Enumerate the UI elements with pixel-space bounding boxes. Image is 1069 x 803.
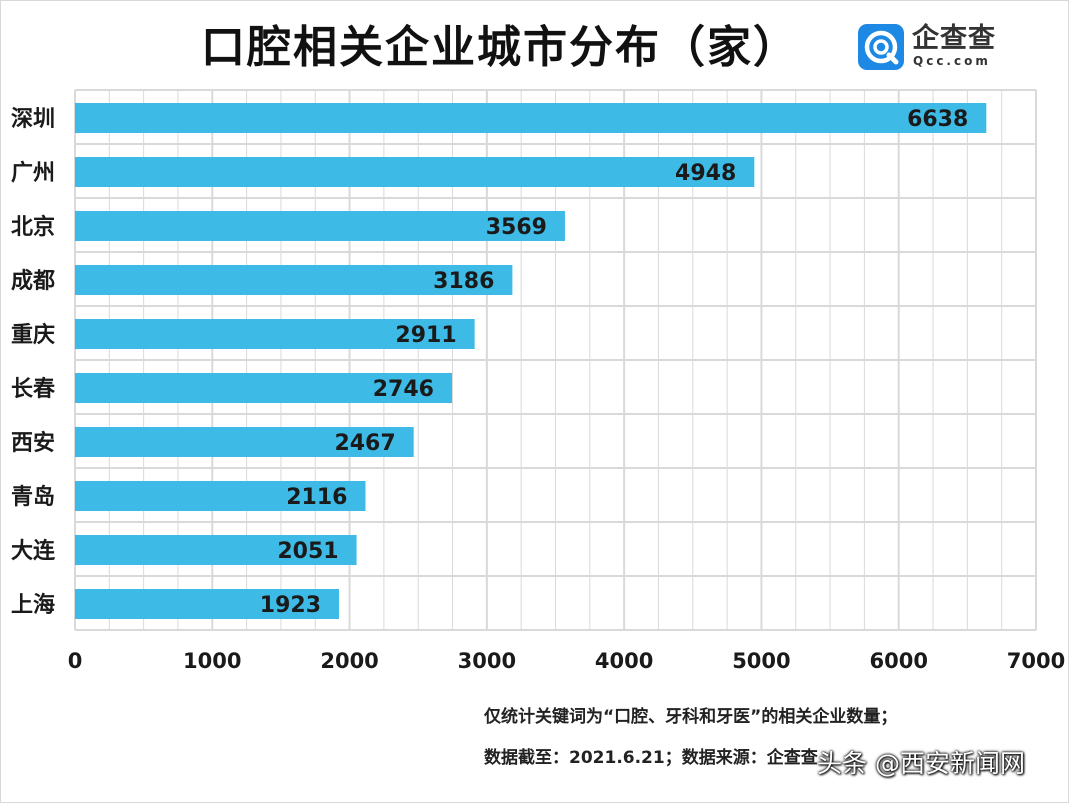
bar-深圳 (75, 103, 987, 133)
bar-上海 (75, 589, 340, 619)
category-label: 北京 (11, 214, 55, 240)
category-label: 青岛 (11, 484, 55, 510)
value-label: 6638 (907, 107, 968, 132)
value-label: 2911 (395, 323, 456, 348)
value-label: 3569 (486, 215, 547, 240)
category-label: 广州 (11, 160, 55, 186)
value-label: 2746 (373, 377, 434, 402)
category-label: 深圳 (11, 107, 55, 132)
bar-西安 (75, 427, 414, 457)
category-label: 上海 (11, 592, 55, 618)
x-tick-label: 4000 (595, 649, 653, 673)
bar-青岛 (75, 481, 366, 511)
x-tick-label: 3000 (458, 649, 516, 673)
footnote-scope: 仅统计关键词为“口腔、牙科和牙医”的相关企业数量； (484, 707, 898, 727)
bar-重庆 (75, 319, 475, 349)
x-tick-label: 0 (68, 649, 83, 673)
x-tick-label: 5000 (732, 649, 790, 673)
value-label: 2051 (277, 539, 338, 564)
bar-广州 (75, 157, 755, 187)
category-label: 大连 (11, 538, 56, 564)
bar-北京 (75, 211, 565, 241)
value-label: 3186 (433, 269, 494, 294)
category-label: 成都 (11, 269, 55, 294)
x-tick-label: 7000 (1007, 649, 1065, 673)
category-label: 重庆 (11, 322, 55, 348)
x-tick-label: 2000 (320, 649, 378, 673)
value-label: 1923 (260, 593, 321, 618)
x-axis-ticks: 0 1000 2000 3000 4000 5000 6000 7000 (68, 649, 1066, 673)
brand-name: 企查查 (912, 23, 996, 54)
bar-长春 (75, 373, 452, 403)
bar-成都 (75, 265, 513, 295)
chart-title: 口腔相关企业城市分布（家） (201, 22, 799, 73)
x-tick-label: 1000 (183, 649, 241, 673)
bar-大连 (75, 535, 357, 565)
x-tick-label: 6000 (869, 649, 927, 673)
qcc-logo-icon (858, 24, 904, 70)
brand-domain: Qcc.com (913, 54, 991, 68)
category-label: 长春 (11, 377, 55, 402)
footnote-source: 数据截至：2021.6.21；数据来源：企查查 (484, 748, 818, 768)
bars: 6638 4948 3569 3186 2911 2746 2467 2116 2051 1923 (75, 103, 987, 619)
brand-logo: 企查查 Qcc.com (858, 24, 1018, 74)
value-label: 4948 (675, 161, 736, 186)
value-label: 2467 (334, 431, 395, 456)
watermark: 头条 @西安新闻网 (817, 749, 1025, 778)
value-label: 2116 (286, 485, 347, 510)
category-label: 西安 (11, 430, 55, 456)
